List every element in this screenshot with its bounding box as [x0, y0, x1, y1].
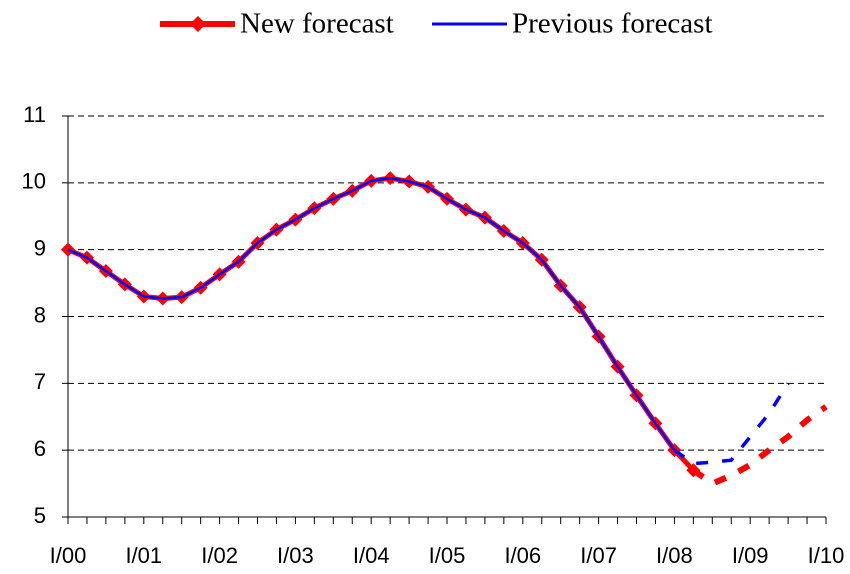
- y-tick-label: 5: [34, 503, 46, 528]
- legend-marker: [190, 16, 206, 32]
- y-tick-label: 11: [23, 102, 46, 127]
- y-tick-label: 10: [22, 169, 46, 194]
- x-tick-label: I/03: [277, 543, 314, 568]
- x-tick-label: I/07: [580, 543, 617, 568]
- x-tick-label: I/10: [808, 543, 845, 568]
- series-line: [67, 176, 676, 451]
- x-tick-label: I/08: [656, 543, 693, 568]
- series-line: [67, 175, 696, 472]
- legend-label: New forecast: [240, 8, 394, 40]
- x-tick-label: I/01: [125, 543, 162, 568]
- x-tick-label: I/05: [429, 543, 466, 568]
- x-tick-label: I/06: [504, 543, 541, 568]
- y-tick-label: 9: [34, 235, 46, 260]
- legend-label: Previous forecast: [512, 8, 713, 40]
- marker: [686, 463, 701, 478]
- x-tick-label: I/09: [732, 543, 769, 568]
- x-tick-label: I/00: [50, 543, 87, 568]
- x-tick-label: I/04: [353, 543, 390, 568]
- y-tick-label: 6: [34, 436, 46, 461]
- series-line-dashed: [691, 404, 828, 487]
- y-tick-label: 8: [34, 302, 46, 327]
- x-tick-label: I/02: [201, 543, 238, 568]
- marker: [61, 242, 75, 257]
- y-tick-label: 7: [34, 369, 46, 394]
- series-line-dashed: [673, 382, 790, 466]
